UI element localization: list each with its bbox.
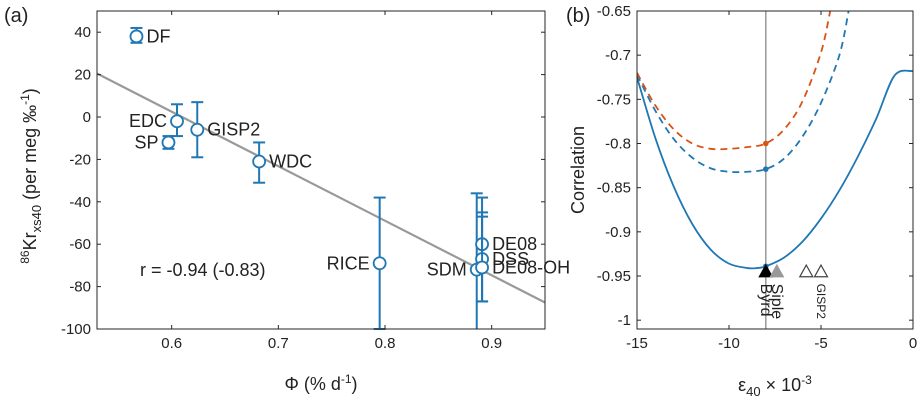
panel-b-y-tick-label: -0.75 xyxy=(597,91,631,108)
panel-b-x-tick-label: 0 xyxy=(909,335,917,352)
panel-b-axes-box xyxy=(636,10,914,330)
panel-a-y-ticks: 40 20 0 -20 -40 -60 -80 -100 xyxy=(61,24,545,338)
panel-b-x-ticks: -15 -10 -5 0 xyxy=(626,11,917,352)
panel-a-y-tick-label: -100 xyxy=(61,321,91,338)
panel-a-xlabel-sup: -1 xyxy=(341,372,352,386)
panel-a-x-tick-label: 0.7 xyxy=(268,335,289,352)
panel-a-x-ticks: 0.6 0.7 0.8 0.9 xyxy=(161,11,502,352)
panel-b-x-tick-label: -10 xyxy=(718,335,740,352)
panel-a-y-axis-label: 86Krxs40 (per meg ‰-1) xyxy=(18,88,44,264)
panel-b: (b) -15 -10 -5 0 -0.65-0.7-0.75-0.8-0.85-0.… xyxy=(566,3,917,399)
panel-b-xlabel-main: ε xyxy=(738,375,746,395)
panel-b-xlabel-sup: -3 xyxy=(801,373,812,387)
panel-a-ylabel-sub: xs40 xyxy=(29,205,44,232)
site-marker-label: Byrd xyxy=(757,284,774,317)
data-marker xyxy=(475,260,489,275)
panel-a-correlation-annotation: r = -0.94 (-0.83) xyxy=(140,260,266,280)
data-point-label: GISP2 xyxy=(207,120,260,140)
panel-a-ylabel-main: Kr xyxy=(20,232,40,250)
data-point-label: DSS xyxy=(492,249,529,269)
panel-a-x-tick-label: 0.6 xyxy=(161,335,182,352)
data-point-rice: RICE xyxy=(327,196,387,330)
dashed-curve-1 xyxy=(637,11,850,174)
data-point-edc: EDC xyxy=(129,103,184,138)
data-marker xyxy=(372,256,387,271)
data-marker xyxy=(129,29,144,44)
panel-a-y-tick-label: 40 xyxy=(74,24,91,41)
data-point-label: SDM xyxy=(427,260,467,280)
data-point-label: WDC xyxy=(269,152,312,172)
data-point-sp: SP xyxy=(134,132,176,152)
data-point-label: RICE xyxy=(327,253,370,273)
panel-a-ylabel-sup: 86 xyxy=(18,250,32,264)
panel-b-x-axis-label: ε40 × 10-3 xyxy=(738,373,812,399)
site-triangle-marker xyxy=(813,263,829,278)
panel-b-label: (b) xyxy=(566,5,590,27)
panel-a-y-tick-label: 0 xyxy=(83,109,91,126)
dashed-curve-2 xyxy=(637,11,832,151)
solid-curve-0 xyxy=(637,69,913,270)
data-point-gisp2: GISP2 xyxy=(190,101,260,159)
site-triangle-marker xyxy=(769,263,785,278)
panel-a-x-tick-label: 0.9 xyxy=(481,335,502,352)
data-marker xyxy=(190,122,205,137)
panel-b-plot-area xyxy=(637,11,913,329)
panel-b-xlabel-tail: × 10 xyxy=(761,375,802,395)
panel-a-xlabel-main: Φ (% d xyxy=(284,374,340,394)
panel-b-y-tick-label: -0.9 xyxy=(605,224,631,241)
panel-b-y-tick-label: -1 xyxy=(618,312,631,329)
panel-b-y-tick-label: -0.85 xyxy=(597,180,631,197)
data-point-label: DE08-OH xyxy=(492,258,570,278)
panel-a-ylabel-unit-sup: -1 xyxy=(18,94,32,105)
data-point-df: DF xyxy=(129,26,170,46)
site-marker-label: Siple xyxy=(768,284,785,320)
panel-a-ylabel-unit: (per meg ‰ xyxy=(20,105,40,205)
panel-a-label: (a) xyxy=(4,5,28,27)
panel-b-x-tick-label: -15 xyxy=(626,335,648,352)
data-point-label: SP xyxy=(134,132,158,152)
site-marker-label: GISP2 xyxy=(814,284,828,320)
regression-line xyxy=(97,72,545,304)
panel-a-y-tick-label: -60 xyxy=(69,236,91,253)
panel-a-axes-box xyxy=(96,10,546,330)
panel-b-y-tick-label: -0.95 xyxy=(597,268,631,285)
panel-b-y-tick-label: -0.8 xyxy=(605,136,631,153)
panel-a-ylabel-close: ) xyxy=(20,88,40,94)
panel-b-y-tick-label: -0.7 xyxy=(605,47,631,64)
panel-b-y-axis-label: Correlation xyxy=(568,126,588,214)
panel-a-y-tick-label: -40 xyxy=(69,194,91,211)
panel-a-y-tick-label: -80 xyxy=(69,279,91,296)
data-marker xyxy=(252,154,267,169)
data-point-wdc: WDC xyxy=(252,141,312,184)
data-point-label: EDC xyxy=(129,111,167,131)
data-marker xyxy=(161,135,176,150)
data-point-de08-oh: DE08-OH xyxy=(475,215,570,303)
panel-a-x-axis-label: Φ (% d-1) xyxy=(284,372,357,394)
site-triangle-marker xyxy=(798,263,814,278)
panel-b-x-tick-label: -5 xyxy=(814,335,827,352)
data-point-label: DE08 xyxy=(492,234,537,254)
panel-a-x-tick-label: 0.8 xyxy=(375,335,396,352)
curve-point-at-reference xyxy=(763,140,769,147)
curve-point-at-reference xyxy=(763,166,769,172)
panel-b-y-ticks: -0.65 -0.7 -0.75 -0.8 -0.85 -0.9 -0.95 -1 xyxy=(597,3,913,329)
panel-a-y-tick-label: 20 xyxy=(74,67,91,84)
data-marker xyxy=(170,114,184,129)
panel-a-xlabel-close: ) xyxy=(352,374,358,394)
data-point-sdm: SDM xyxy=(427,192,484,329)
panel-b-y-tick-label: -0.65 xyxy=(597,3,631,20)
panel-b-xlabel-sub: 40 xyxy=(746,384,760,399)
data-point-label: DF xyxy=(146,26,170,46)
panel-a-y-tick-label: -20 xyxy=(69,151,91,168)
site-triangle-marker xyxy=(758,263,774,278)
